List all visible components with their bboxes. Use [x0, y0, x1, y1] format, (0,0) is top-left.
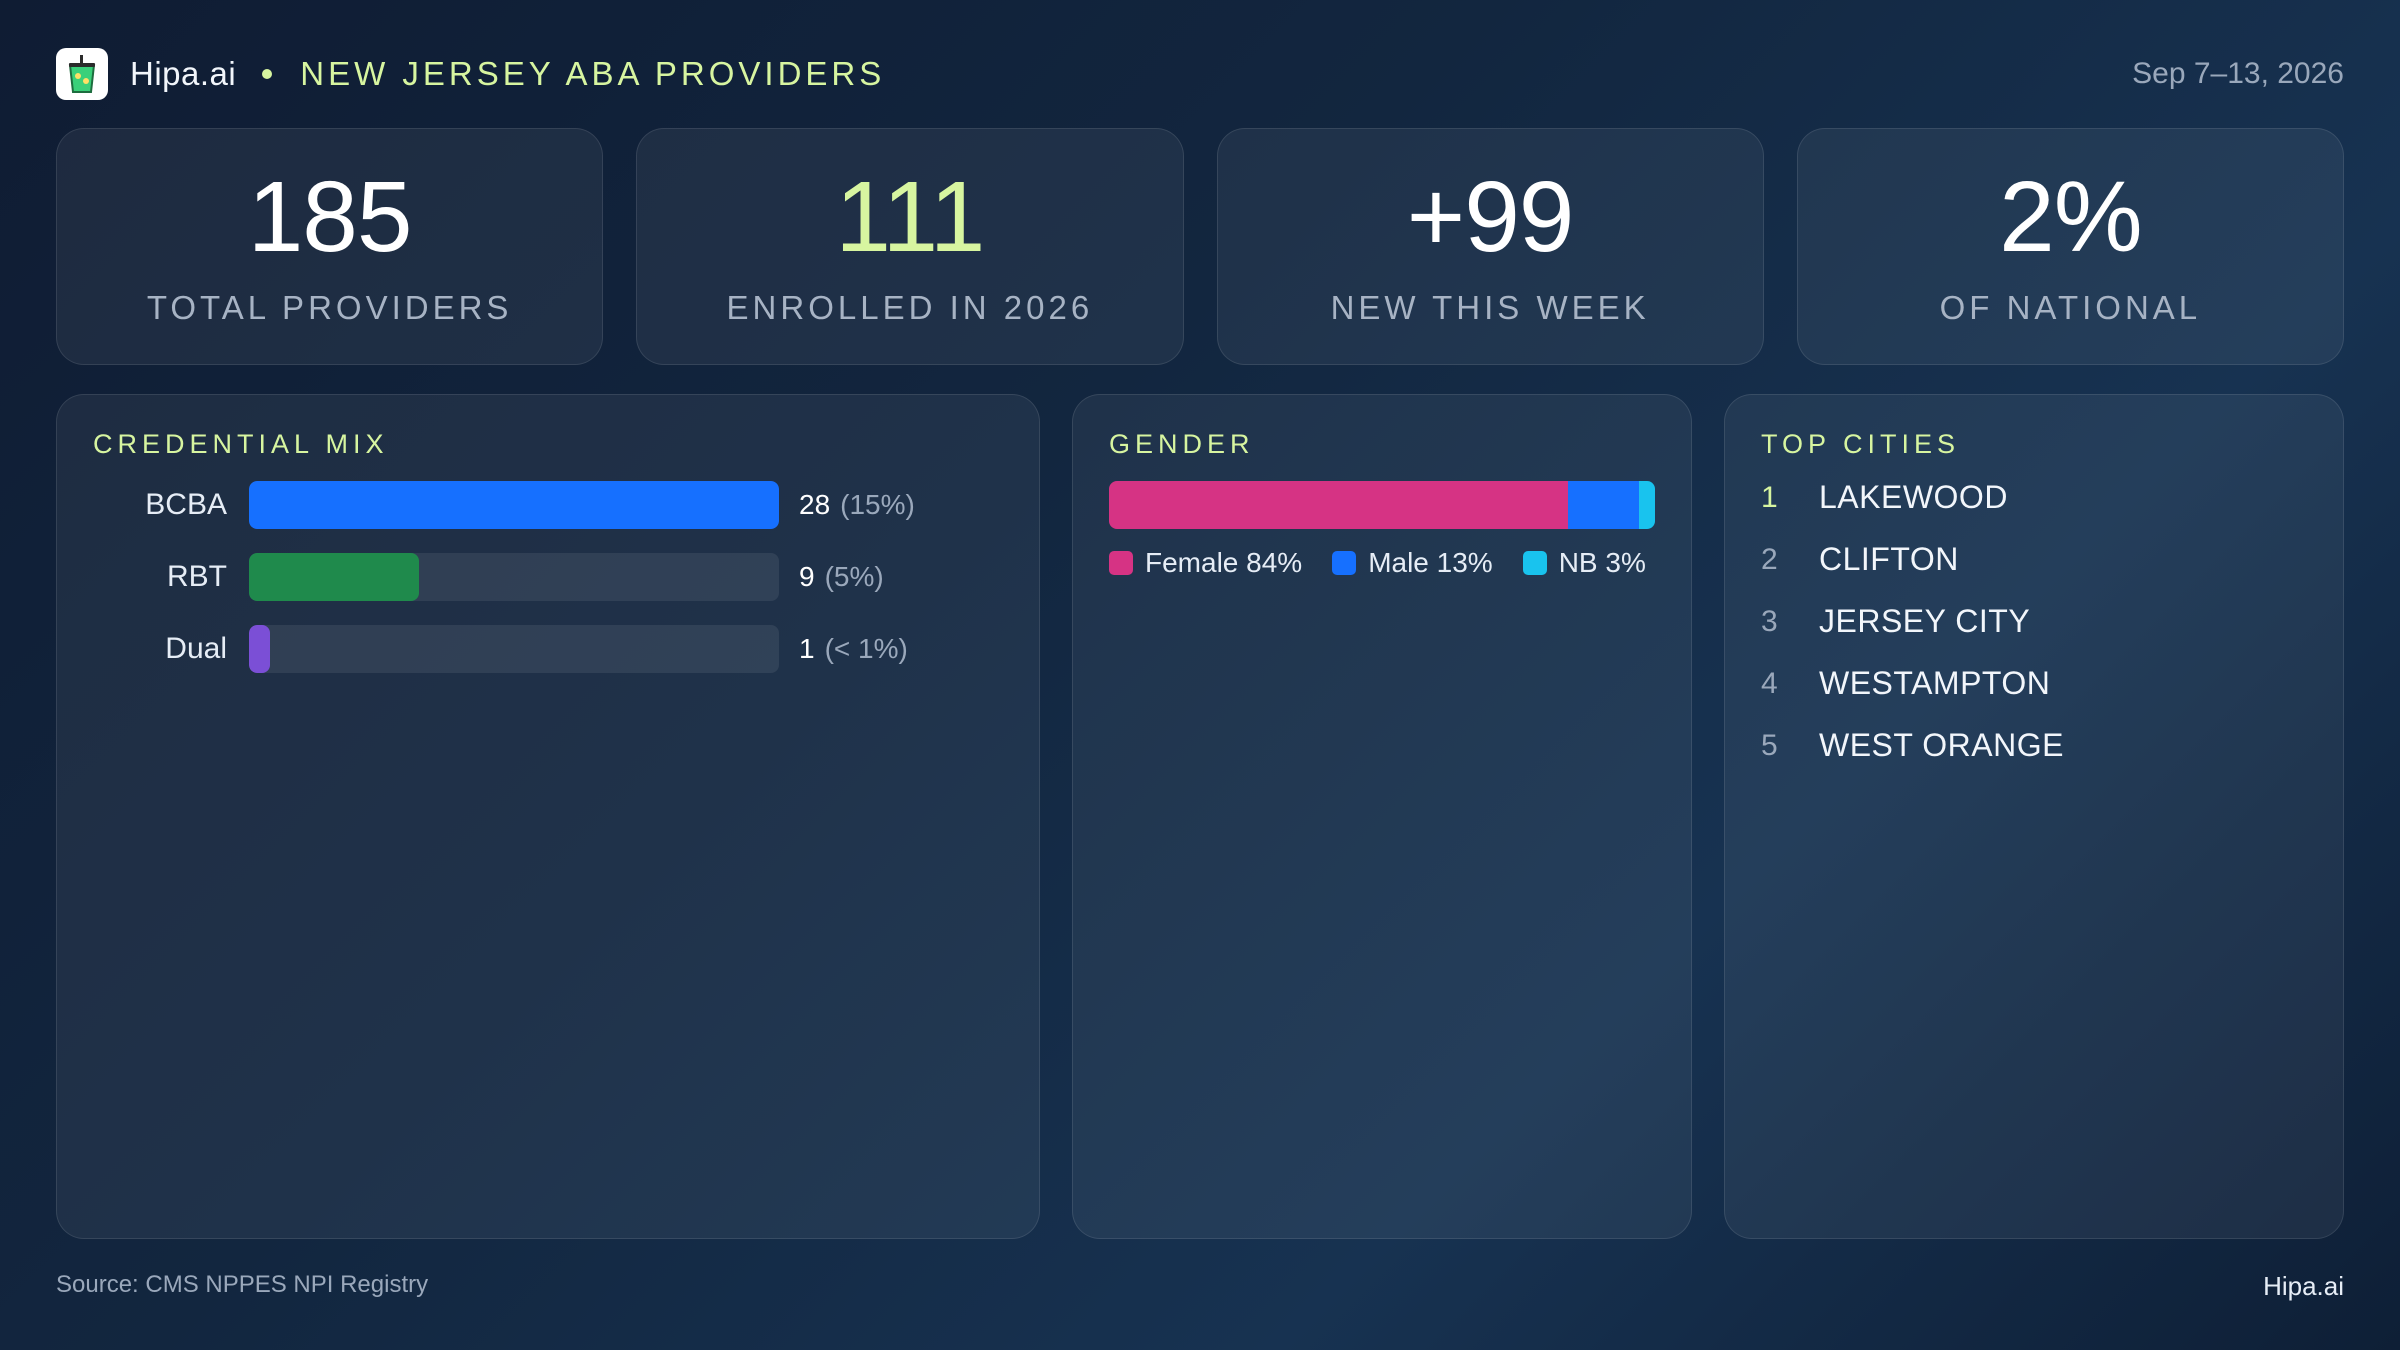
kpi-label: OF NATIONAL [1939, 288, 2202, 326]
city-rank: 4 [1761, 666, 1778, 700]
credential-row-rbt: RBT 9 (5%) [93, 553, 884, 601]
kpi-value: 2% [1999, 160, 2143, 273]
legend-label: Female 84% [1145, 547, 1303, 578]
legend-item-nb: NB 3% [1522, 547, 1646, 579]
separator-dot [262, 69, 273, 79]
credential-percent: (< 1%) [824, 633, 908, 664]
kpi-card-new-this-week: +99 NEW THIS WEEK [1216, 128, 1764, 365]
credential-bar-track [249, 553, 779, 601]
gender-segment-male [1567, 481, 1639, 529]
gender-segment-nb [1638, 481, 1655, 529]
credential-percent: (5%) [824, 561, 884, 592]
legend-swatch [1332, 551, 1357, 575]
panel-title: TOP CITIES [1761, 429, 1961, 459]
credential-count: 1 [799, 633, 815, 664]
legend-item-male: Male 13% [1332, 547, 1493, 579]
legend-item-female: Female 84% [1109, 547, 1302, 579]
credential-bar-track [249, 481, 779, 529]
city-list-item: 4 WESTAMPTON [1761, 665, 2050, 702]
legend-label: NB 3% [1558, 547, 1646, 578]
credential-count: 28 [799, 489, 831, 520]
kpi-value: 185 [247, 160, 413, 273]
top-cities-panel: TOP CITIES 1 LAKEWOOD 2 CLIFTON 3 JERSEY… [1724, 394, 2344, 1239]
footer-brand: Hipa.ai [2263, 1271, 2344, 1301]
city-rank: 5 [1761, 728, 1778, 762]
credential-label: BCBA [145, 488, 227, 521]
kpi-card-total-providers: 185 TOTAL PROVIDERS [56, 128, 604, 365]
gender-panel: GENDER Female 84% Male 13% NB 3% [1072, 394, 1692, 1239]
credential-label: Dual [165, 632, 227, 665]
city-rank: 2 [1761, 542, 1778, 576]
city-name: CLIFTON [1819, 541, 1959, 577]
credential-bar-fill [249, 625, 271, 673]
city-list-item: 5 WEST ORANGE [1761, 727, 2064, 764]
credential-row-bcba: BCBA 28 (15%) [93, 481, 915, 529]
city-list-item: 2 CLIFTON [1761, 541, 1959, 578]
kpi-value: 111 [835, 160, 985, 273]
credential-row-dual: Dual 1 (< 1%) [93, 625, 908, 673]
legend-swatch [1522, 551, 1547, 575]
cup-icon [56, 48, 108, 100]
city-name: LAKEWOOD [1819, 479, 2008, 515]
kpi-row: 185 TOTAL PROVIDERS 111 ENROLLED IN 2026… [56, 128, 2344, 365]
page-title: NEW JERSEY ABA PROVIDERS [300, 55, 886, 92]
city-name: JERSEY CITY [1819, 603, 2031, 639]
gender-stacked-bar [1109, 481, 1655, 529]
panel-title: CREDENTIAL MIX [93, 429, 389, 459]
city-list-item: 1 LAKEWOOD [1761, 479, 2008, 516]
kpi-card-of-national: 2% OF NATIONAL [1796, 128, 2344, 365]
legend-swatch [1109, 551, 1133, 575]
kpi-label: TOTAL PROVIDERS [146, 288, 513, 326]
kpi-label: NEW THIS WEEK [1330, 288, 1650, 326]
legend-label: Male 13% [1368, 547, 1493, 578]
city-list-item: 3 JERSEY CITY [1761, 603, 2030, 640]
city-rank: 3 [1761, 604, 1778, 638]
credential-percent: (15%) [840, 489, 915, 520]
gender-segment-female [1109, 481, 1568, 529]
credential-bar-fill [249, 481, 779, 529]
kpi-card-enrolled: 111 ENROLLED IN 2026 [636, 128, 1184, 365]
credential-mix-panel: CREDENTIAL MIX BCBA 28 (15%) RBT 9 (5%) … [56, 394, 1040, 1239]
city-rank: 1 [1761, 480, 1778, 514]
credential-count: 9 [799, 561, 815, 592]
city-name: WESTAMPTON [1819, 665, 2051, 701]
kpi-label: ENROLLED IN 2026 [726, 288, 1094, 326]
city-name: WEST ORANGE [1819, 727, 2064, 763]
credential-label: RBT [167, 560, 227, 593]
date-range: Sep 7–13, 2026 [2132, 57, 2344, 90]
kpi-value: +99 [1406, 160, 1575, 273]
credential-bar-track [249, 625, 779, 673]
credential-bar-fill [249, 553, 419, 601]
gender-legend: Female 84% Male 13% NB 3% [1109, 547, 1646, 579]
header: Hipa.ai NEW JERSEY ABA PROVIDERS Sep 7–1… [56, 46, 2344, 102]
source-note: Source: CMS NPPES NPI Registry [56, 1271, 429, 1298]
brand-name: Hipa.ai [130, 55, 237, 92]
panel-title: GENDER [1109, 429, 1255, 459]
